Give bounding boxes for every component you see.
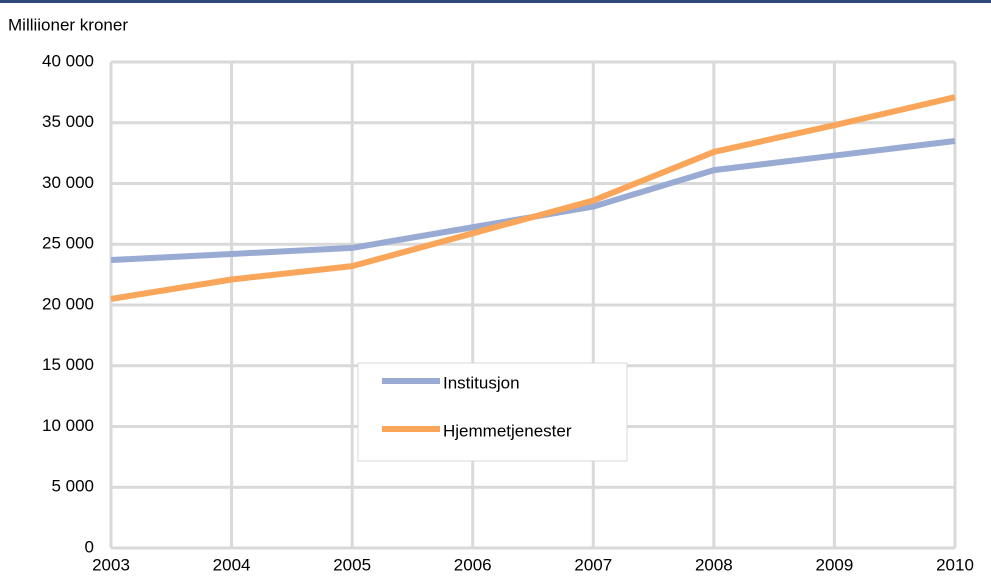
series-line: [110, 137, 956, 264]
y-tick-label: 25 000: [42, 234, 94, 253]
y-tick-label: 15 000: [42, 355, 94, 374]
y-tick-label: 30 000: [42, 173, 94, 192]
y-tick-label: 35 000: [42, 112, 94, 131]
legend-label: Hjemmetjenester: [443, 421, 572, 440]
x-tick-label: 2004: [213, 555, 251, 574]
x-tick-label: 2010: [936, 555, 974, 574]
legend: Institusjon Hjemmetjenester: [357, 362, 628, 462]
y-tick-label: 10 000: [42, 416, 94, 435]
y-axis-label: Milliioner kroner: [8, 15, 128, 34]
lines: [110, 94, 956, 302]
top-border: [0, 0, 991, 3]
grid: [109, 60, 957, 550]
legend-label: Institusjon: [443, 373, 520, 392]
x-tick-label: 2009: [816, 555, 854, 574]
x-tick-label: 2005: [333, 555, 371, 574]
x-tick-label: 2003: [92, 555, 130, 574]
x-tick-label: 2006: [454, 555, 492, 574]
x-tick-label: 2008: [695, 555, 733, 574]
x-tick-label: 2007: [574, 555, 612, 574]
y-tick-label: 0: [85, 537, 94, 556]
series-line: [110, 94, 956, 302]
y-tick-label: 20 000: [42, 294, 94, 313]
y-tick-label: 40 000: [42, 51, 94, 70]
y-tick-label: 5 000: [51, 477, 94, 496]
